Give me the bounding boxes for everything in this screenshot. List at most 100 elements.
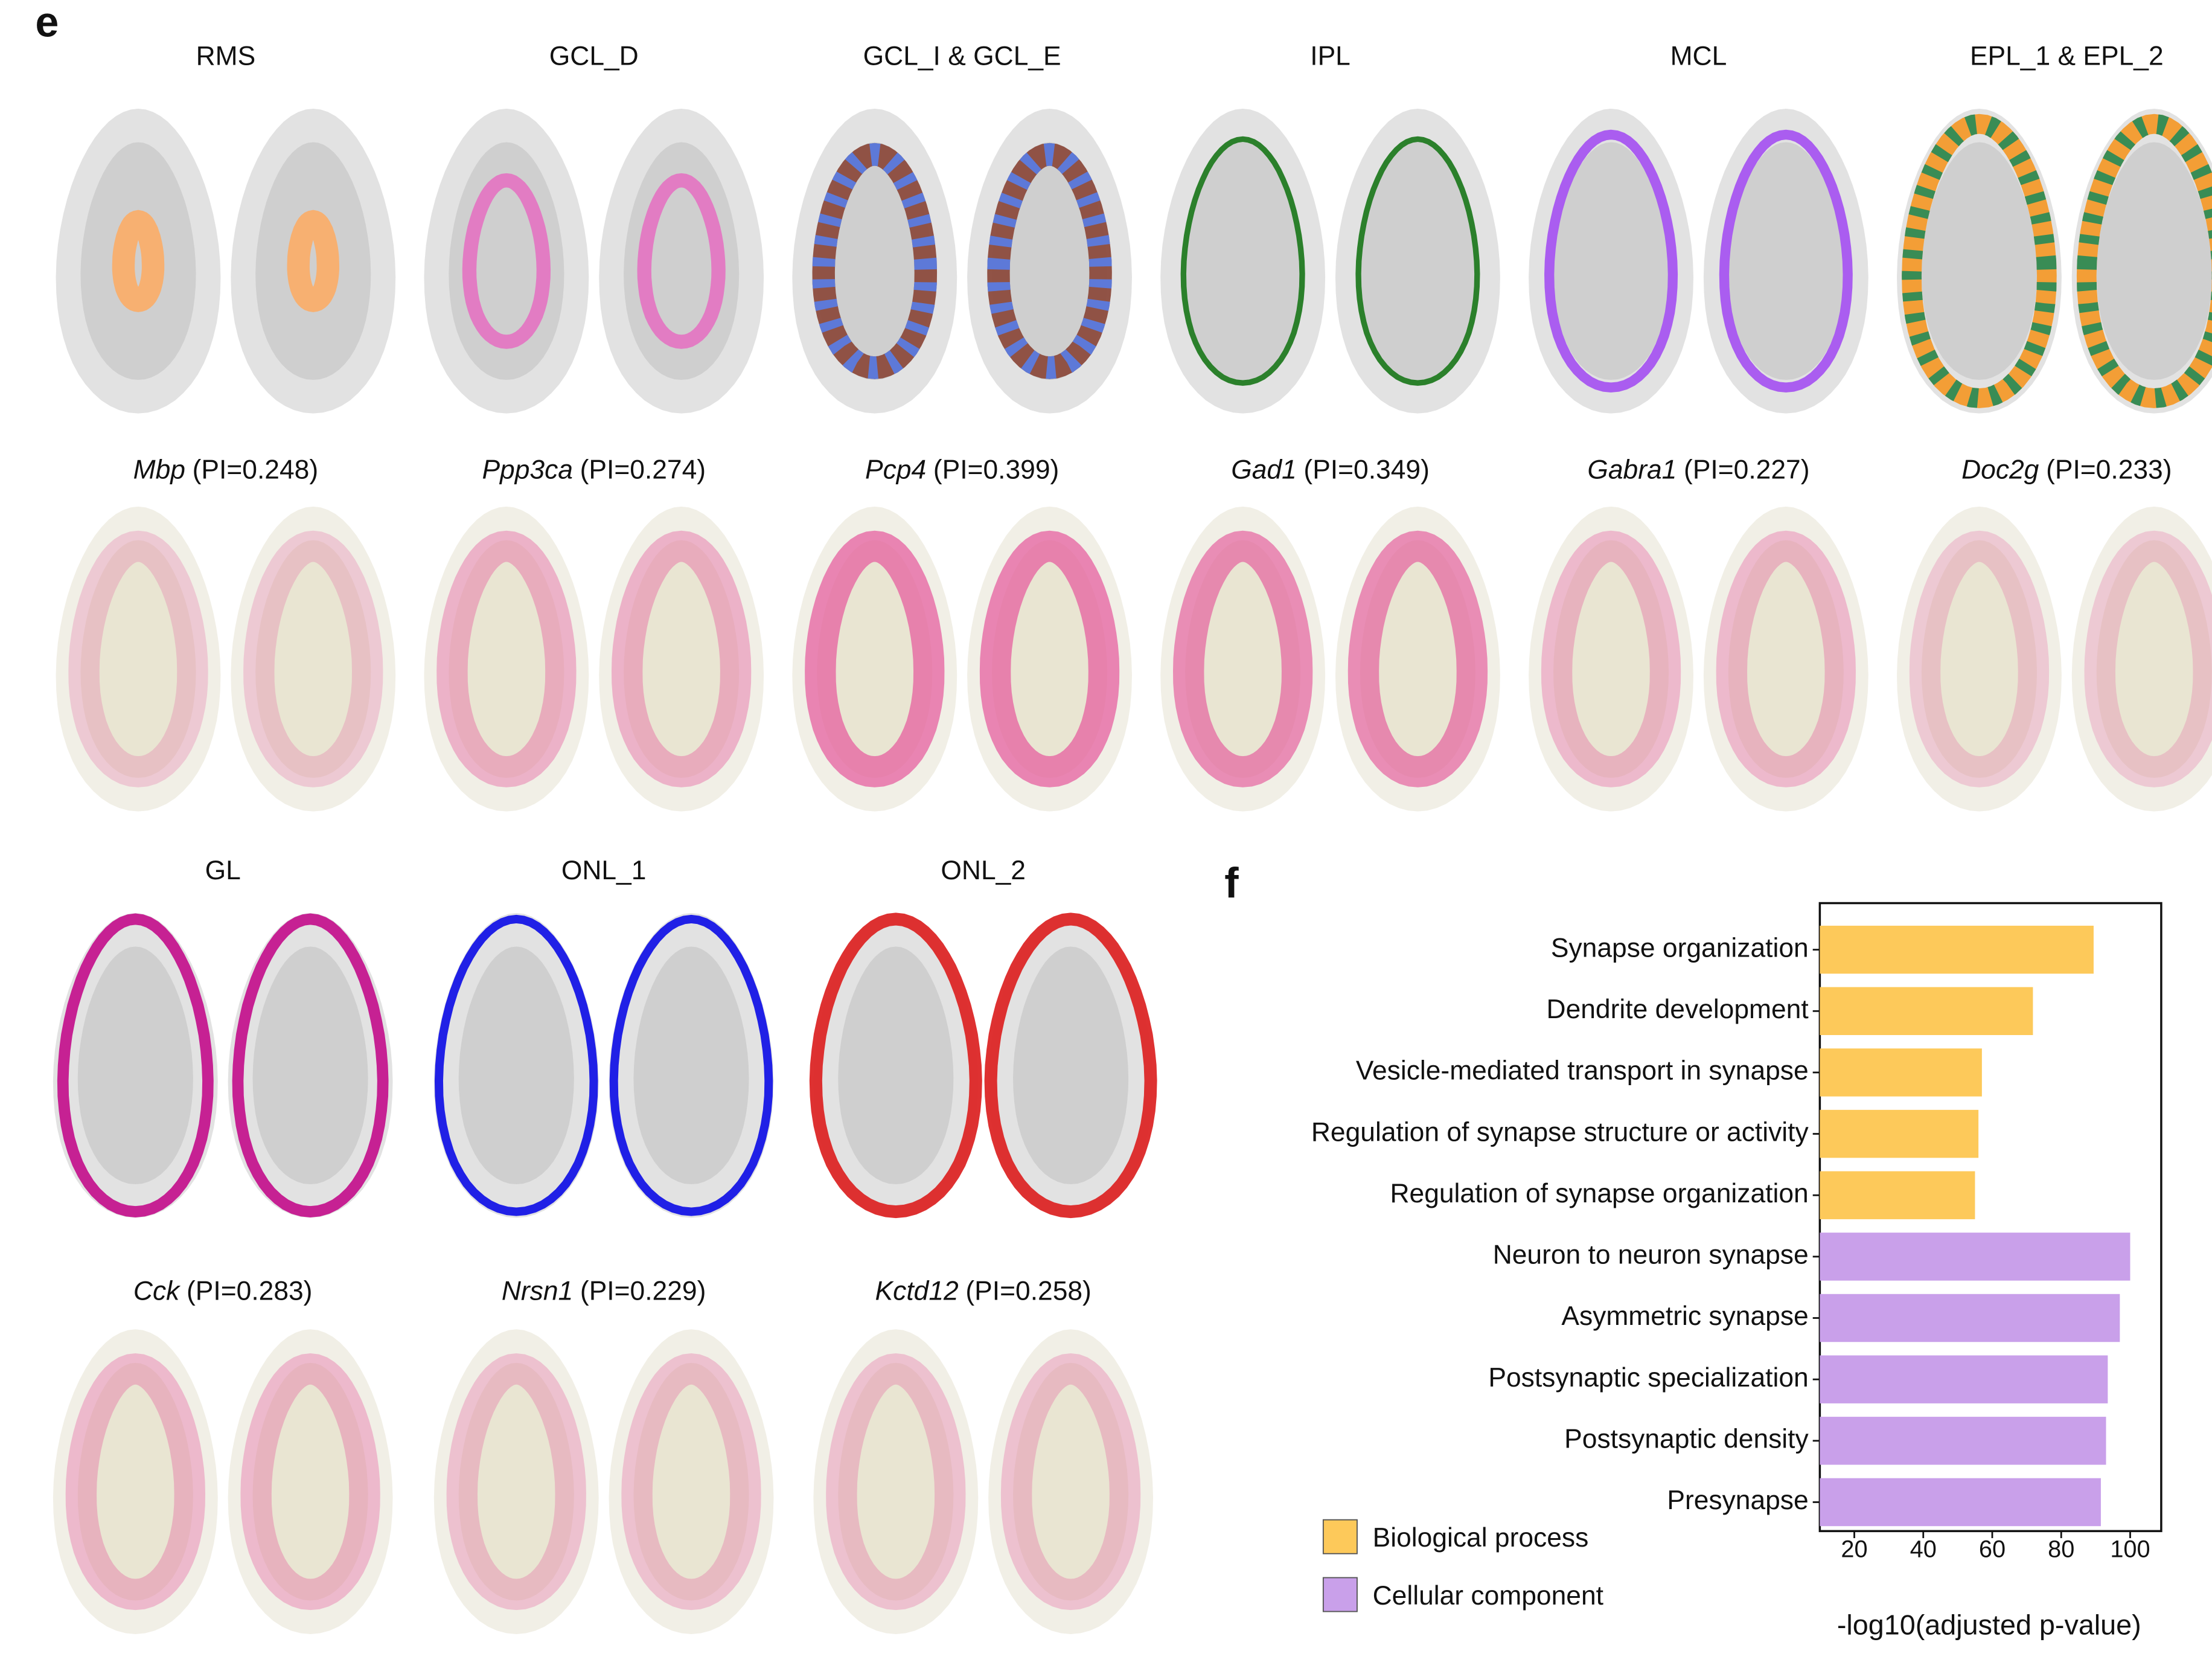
legend-swatch — [1322, 1519, 1358, 1554]
tissue-core — [77, 946, 193, 1184]
cluster-region — [1719, 129, 1853, 393]
bar — [1820, 1048, 1982, 1097]
y-tick-label: Vesicle-mediated transport in synapse — [1356, 1056, 1809, 1086]
tissue-core — [449, 540, 564, 778]
bar — [1820, 925, 2094, 974]
y-tick-label: Dendrite development — [1547, 995, 1809, 1024]
gene-name: Pcp4 — [865, 455, 926, 484]
cluster-region — [57, 913, 214, 1217]
x-axis-label: -log10(adjusted p-value) — [1837, 1609, 2141, 1641]
gene-name: Nrsn1 — [502, 1276, 573, 1306]
panel-title: ONL_1 — [561, 856, 647, 885]
tissue-core — [1013, 1362, 1129, 1601]
tissue-core — [1921, 142, 2038, 380]
gene-name: Ppp3ca — [482, 455, 573, 484]
tissue-core — [252, 946, 368, 1184]
bar — [1820, 987, 2033, 1036]
bar — [1820, 1294, 2120, 1342]
cluster-region — [826, 1353, 966, 1611]
legend-label: Biological process — [1373, 1523, 1589, 1553]
cluster-region — [1902, 114, 2057, 408]
cluster-region — [1716, 530, 1856, 787]
bar — [1820, 1109, 1979, 1158]
x-tick-label: 100 — [2110, 1536, 2150, 1563]
tissue-core — [624, 540, 740, 778]
bar — [1820, 1478, 2101, 1527]
gene-stat: (PI=0.283) — [187, 1276, 312, 1306]
y-tick-label: Postsynaptic density — [1564, 1425, 1809, 1454]
panel-title: Nrsn1 (PI=0.229) — [502, 1276, 706, 1306]
panel-title: RMS — [196, 42, 256, 71]
panel-title: Pcp4 (PI=0.399) — [865, 455, 1059, 484]
panel-title: ONL_2 — [941, 856, 1026, 885]
tissue-core — [1728, 142, 1844, 380]
tissue-core — [458, 1362, 574, 1601]
cluster-region — [1180, 136, 1305, 386]
panel-title: EPL_1 & EPL_2 — [1970, 42, 2164, 71]
tissue-core — [1728, 540, 1844, 778]
y-tick-label: Presynapse — [1667, 1486, 1808, 1515]
panel-title: IPL — [1310, 42, 1351, 71]
y-tick-label: Synapse organization — [1551, 933, 1809, 963]
cluster-region — [987, 143, 1112, 379]
legend-swatch — [1322, 1577, 1358, 1612]
cluster-region — [446, 1353, 586, 1611]
tissue-core — [255, 540, 371, 778]
panel-title: GCL_D — [549, 42, 639, 71]
gene-name: Mbp — [133, 455, 185, 484]
bar — [1820, 1233, 2130, 1281]
tissue-core — [458, 946, 574, 1184]
tissue-core — [838, 1362, 954, 1601]
cluster-region — [287, 210, 339, 312]
gene-name: Kctd12 — [875, 1276, 959, 1306]
cluster-region — [609, 914, 773, 1216]
panel-title: Doc2g (PI=0.233) — [1961, 455, 2172, 484]
cluster-region — [621, 1353, 761, 1611]
cluster-region — [979, 530, 1120, 787]
cluster-region — [232, 913, 389, 1217]
tissue-core — [1013, 946, 1129, 1184]
gene-stat: (PI=0.229) — [580, 1276, 706, 1306]
cluster-region — [112, 210, 165, 312]
cluster-region — [1544, 129, 1678, 393]
cluster-region — [984, 912, 1157, 1219]
cluster-region — [2084, 530, 2212, 787]
gene-stat: (PI=0.248) — [193, 455, 318, 484]
cluster-region — [434, 914, 598, 1216]
gene-stat: (PI=0.233) — [2046, 455, 2172, 484]
panel-label: f — [1224, 859, 1239, 906]
tissue-core — [252, 1362, 368, 1601]
cluster-region — [1355, 136, 1480, 386]
panel-title: GCL_I & GCL_E — [863, 42, 1061, 71]
y-tick-label: Regulation of synapse structure or activ… — [1311, 1117, 1809, 1147]
cluster-region — [1000, 1353, 1141, 1611]
panel-title: Ppp3ca (PI=0.274) — [482, 455, 706, 484]
tissue-core — [1553, 142, 1669, 380]
gene-name: Doc2g — [1961, 455, 2039, 484]
panel-title: Kctd12 (PI=0.258) — [875, 1276, 1092, 1306]
panel-title: Gad1 (PI=0.349) — [1231, 455, 1430, 484]
panel-title: Gabra1 (PI=0.227) — [1587, 455, 1809, 484]
tissue-core — [633, 946, 749, 1184]
cluster-region — [637, 173, 726, 349]
tissue-core — [633, 1362, 749, 1601]
y-tick-label: Postsynaptic specialization — [1488, 1363, 1808, 1393]
y-tick-label: Regulation of synapse organization — [1390, 1179, 1808, 1208]
legend-label: Cellular component — [1373, 1581, 1603, 1611]
cluster-region — [240, 1353, 380, 1611]
cluster-region — [436, 530, 577, 787]
tissue-core — [77, 1362, 193, 1601]
gene-name: Cck — [133, 1276, 181, 1306]
tissue-core — [1921, 540, 2038, 778]
cluster-region — [812, 143, 938, 379]
tissue-core — [2096, 142, 2212, 380]
tissue-core — [2096, 540, 2212, 778]
tissue-core — [80, 142, 196, 380]
bar — [1820, 1355, 2108, 1403]
x-tick-label: 80 — [2048, 1536, 2074, 1563]
tissue-core — [1185, 142, 1301, 380]
x-tick-label: 60 — [1979, 1536, 2006, 1563]
panel-title: MCL — [1670, 42, 1727, 71]
tissue-core — [80, 540, 196, 778]
